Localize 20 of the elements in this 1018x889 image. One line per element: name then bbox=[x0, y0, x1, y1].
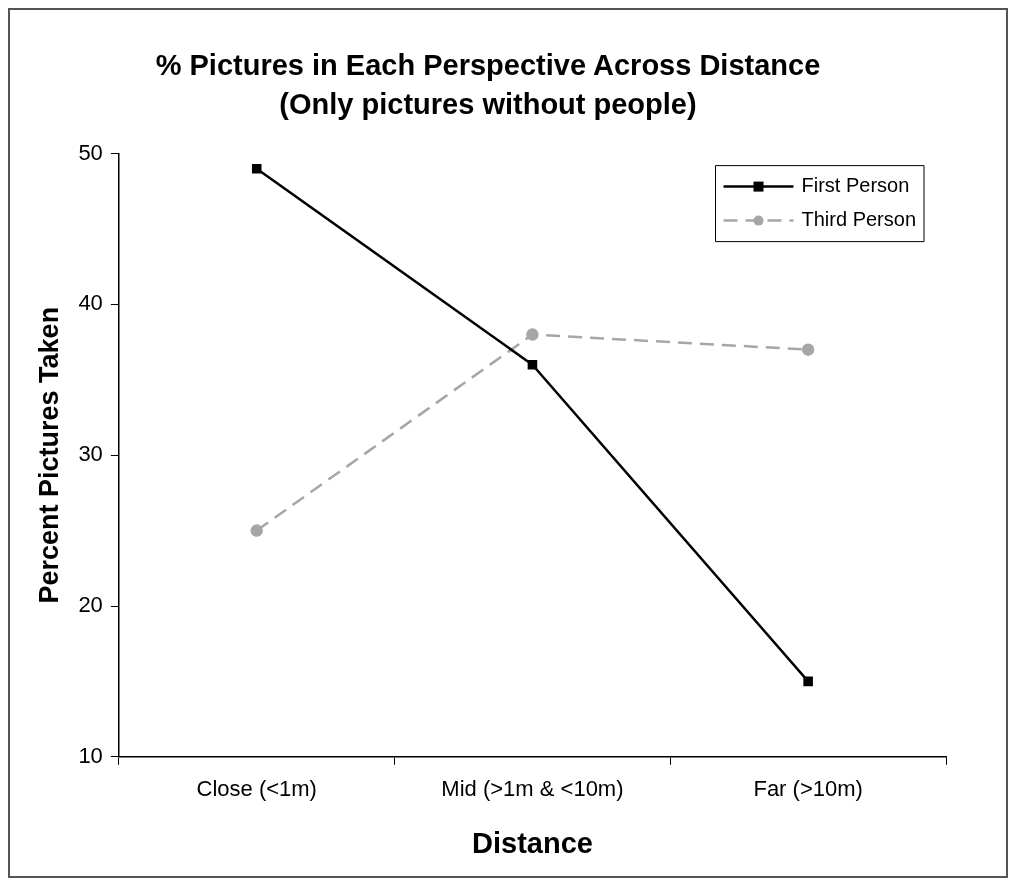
x-tick-label: Far (>10m) bbox=[753, 776, 863, 802]
y-tick-label: 30 bbox=[78, 441, 103, 467]
y-tick-label: 10 bbox=[78, 742, 103, 768]
y-axis-title: Percent Pictures Taken bbox=[33, 306, 64, 604]
point bbox=[526, 328, 539, 341]
x-tick-label: Close (<1m) bbox=[196, 776, 317, 802]
point bbox=[801, 343, 815, 356]
y-tick-label: 50 bbox=[78, 139, 103, 165]
y-tick-label: 40 bbox=[78, 290, 103, 316]
chart-subtitle: (Only pictures without people) bbox=[279, 88, 697, 121]
point bbox=[803, 676, 813, 687]
point bbox=[251, 163, 262, 174]
legend-label: First Person bbox=[801, 174, 910, 197]
chart-title: % Pictures in Each Perspective Across Distance bbox=[155, 49, 821, 82]
x-axis-title: Distance bbox=[471, 826, 593, 859]
point bbox=[250, 524, 263, 537]
y-tick-label: 20 bbox=[78, 592, 103, 618]
legend-label: Third Person bbox=[801, 208, 917, 231]
x-tick-label: Mid (>1m & <10m) bbox=[441, 776, 624, 802]
point bbox=[527, 359, 538, 370]
